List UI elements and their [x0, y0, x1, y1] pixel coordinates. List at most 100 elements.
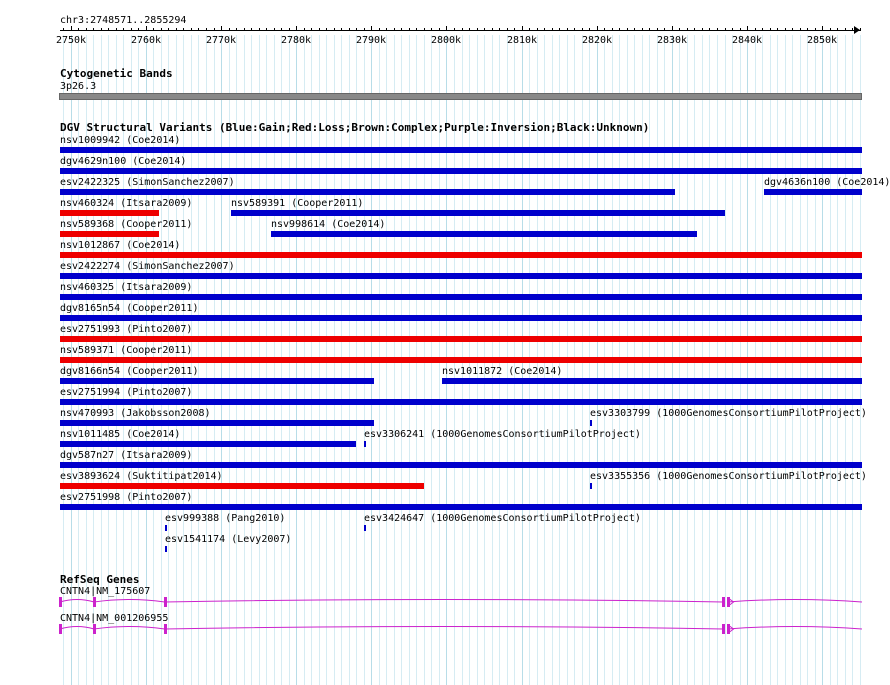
ruler-minor-tick	[462, 28, 463, 31]
ruler-minor-tick	[477, 28, 478, 31]
ruler-minor-tick	[138, 28, 139, 31]
variant-bar[interactable]	[60, 357, 862, 363]
variant-bar[interactable]	[60, 441, 356, 447]
gene-exon[interactable]	[93, 624, 96, 634]
variant-bar[interactable]	[60, 147, 862, 153]
ruler-tick-label: 2840k	[731, 35, 763, 46]
ruler-minor-tick	[266, 28, 267, 31]
variant-bar[interactable]	[60, 462, 862, 468]
variant-bar[interactable]	[60, 168, 862, 174]
variant-bar[interactable]	[590, 483, 592, 489]
ruler-minor-tick	[492, 28, 493, 31]
cytoband-bar[interactable]	[59, 93, 862, 100]
variant-label: nsv998614 (Coe2014)	[271, 219, 386, 230]
ruler-minor-tick	[679, 28, 680, 31]
variant-bar[interactable]	[60, 210, 159, 216]
gene-label: CNTN4|NM_175607	[60, 586, 151, 597]
gene-exon[interactable]	[164, 624, 167, 634]
variant-label: nsv1011485 (Coe2014)	[60, 429, 181, 440]
gene-label: CNTN4|NM_001206955	[60, 613, 169, 624]
ruler-minor-tick	[717, 28, 718, 31]
ruler-minor-tick	[552, 28, 553, 31]
ruler-minor-tick	[634, 28, 635, 31]
variant-label: nsv1012867 (Coe2014)	[60, 240, 181, 251]
variant-bar[interactable]	[271, 231, 697, 237]
ruler-tick-label: 2830k	[656, 35, 688, 46]
ruler-tick-label: 2810k	[506, 35, 538, 46]
ruler-minor-tick	[176, 28, 177, 31]
gene-exon[interactable]	[93, 597, 96, 607]
variant-bar[interactable]	[60, 483, 424, 489]
gene-exon[interactable]	[59, 597, 62, 607]
variant-bar[interactable]	[60, 336, 862, 342]
ruler-minor-tick	[514, 28, 515, 31]
variant-bar[interactable]	[364, 441, 366, 447]
variant-bar[interactable]	[60, 399, 862, 405]
ruler-minor-tick	[785, 28, 786, 31]
variant-label: esv2751994 (Pinto2007)	[60, 387, 193, 398]
ruler-minor-tick	[567, 28, 568, 31]
variant-bar[interactable]	[60, 315, 862, 321]
gene-exon[interactable]	[722, 597, 725, 607]
variant-bar[interactable]	[442, 378, 862, 384]
variant-bar[interactable]	[364, 525, 366, 531]
ruler-minor-tick	[281, 28, 282, 31]
gene-exon[interactable]	[727, 624, 730, 634]
ruler-minor-tick	[214, 28, 215, 31]
ruler-minor-tick	[259, 28, 260, 31]
ruler-minor-tick	[537, 28, 538, 31]
ruler-major-tick	[747, 26, 748, 31]
ruler-minor-tick	[131, 28, 132, 31]
ruler-minor-tick	[589, 28, 590, 31]
ruler-axis	[60, 30, 860, 31]
gene-exon[interactable]	[59, 624, 62, 634]
gene-intron-line[interactable]	[59, 599, 863, 603]
ruler-minor-tick	[687, 28, 688, 31]
variant-bar[interactable]	[590, 420, 592, 426]
variant-label: dgv8166n54 (Cooper2011)	[60, 366, 199, 377]
gene-exon[interactable]	[722, 624, 725, 634]
ruler-minor-tick	[394, 28, 395, 31]
variant-label: dgv4636n100 (Coe2014)	[764, 177, 890, 188]
variant-label: esv1541174 (Levy2007)	[165, 534, 292, 545]
variant-bar[interactable]	[764, 189, 862, 195]
ruler-minor-tick	[694, 28, 695, 31]
gene-exon[interactable]	[727, 597, 730, 607]
ruler-minor-tick	[244, 28, 245, 31]
ruler-minor-tick	[251, 28, 252, 31]
variant-label: nsv470993 (Jakobsson2008)	[60, 408, 211, 419]
ruler-minor-tick	[582, 28, 583, 31]
variant-bar[interactable]	[165, 525, 167, 531]
ruler-minor-tick	[379, 28, 380, 31]
ruler-minor-tick	[657, 28, 658, 31]
gene-intron-line[interactable]	[59, 626, 863, 630]
variant-label: dgv587n27 (Itsara2009)	[60, 450, 193, 461]
variant-bar[interactable]	[60, 189, 675, 195]
ruler-minor-tick	[401, 28, 402, 31]
variant-bar[interactable]	[60, 504, 862, 510]
ruler-minor-tick	[755, 28, 756, 31]
variant-bar[interactable]	[60, 378, 374, 384]
dgv-title: DGV Structural Variants (Blue:Gain;Red:L…	[60, 121, 650, 134]
variant-label: esv999388 (Pang2010)	[165, 513, 286, 524]
variant-label: esv3424647 (1000GenomesConsortiumPilotPr…	[364, 513, 641, 524]
ruler-major-tick	[822, 26, 823, 31]
ruler-minor-tick	[800, 28, 801, 31]
ruler-minor-tick	[709, 28, 710, 31]
variant-bar[interactable]	[60, 231, 159, 237]
ruler-major-tick	[146, 26, 147, 31]
variant-bar[interactable]	[60, 294, 862, 300]
ruler-minor-tick	[206, 28, 207, 31]
ruler-minor-tick	[123, 28, 124, 31]
gene-exon[interactable]	[164, 597, 167, 607]
variant-bar[interactable]	[60, 273, 862, 279]
ruler-minor-tick	[289, 28, 290, 31]
ruler-minor-tick	[108, 28, 109, 31]
ruler-minor-tick	[777, 28, 778, 31]
variant-bar[interactable]	[231, 210, 725, 216]
variant-bar[interactable]	[165, 546, 167, 552]
variant-bar[interactable]	[60, 420, 374, 426]
variant-bar[interactable]	[60, 252, 862, 258]
ruler-minor-tick	[732, 28, 733, 31]
ruler-minor-tick	[431, 28, 432, 31]
